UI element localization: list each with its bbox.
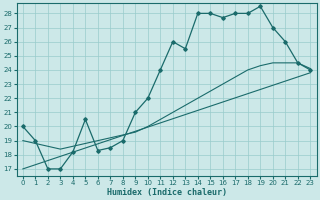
X-axis label: Humidex (Indice chaleur): Humidex (Indice chaleur) (107, 188, 227, 197)
